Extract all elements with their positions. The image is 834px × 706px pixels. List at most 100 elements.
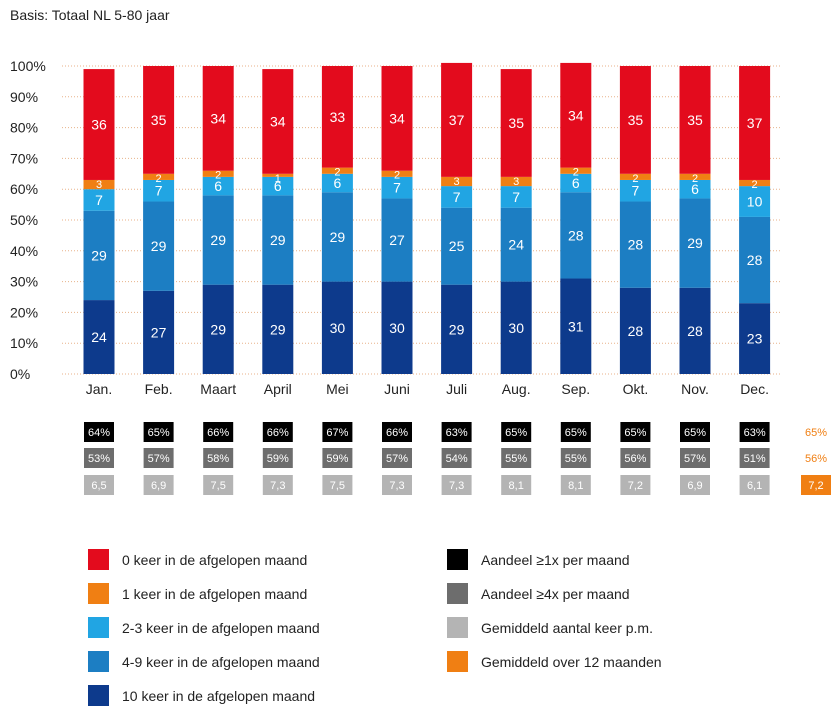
bar-segment — [321, 192, 353, 282]
bar-value-label: 28 — [747, 252, 763, 268]
summary-box — [262, 475, 293, 495]
bar-segment — [321, 281, 353, 374]
summary-value: 64% — [88, 427, 110, 439]
bar-value-label: 2 — [752, 179, 758, 191]
bar-segment — [500, 281, 532, 374]
summary-value: 65% — [624, 427, 646, 439]
summary-value: 67% — [326, 427, 348, 439]
summary-box — [322, 448, 353, 468]
bar-value-label: 6 — [572, 175, 580, 191]
summary-box — [501, 475, 532, 495]
bar-segment — [321, 66, 353, 168]
bar-segment — [560, 167, 592, 174]
summary-value: 7,5 — [330, 480, 345, 492]
bar-segment — [739, 179, 771, 187]
bar-segment — [739, 303, 771, 374]
bar-value-label: 34 — [389, 110, 405, 126]
bar-segment — [679, 66, 711, 174]
summary-box — [143, 475, 174, 495]
summary-value: 6,9 — [151, 480, 166, 492]
bar-value-label: 2 — [394, 170, 400, 182]
bar-segment — [679, 179, 711, 199]
bar-segment — [500, 69, 532, 177]
summary-box — [620, 475, 651, 495]
x-tick-label: Juli — [446, 381, 467, 397]
summary-value: 55% — [505, 453, 527, 465]
bar-value-label: 37 — [747, 115, 763, 131]
bar-value-label: 24 — [91, 329, 107, 345]
bar-value-label: 2 — [632, 173, 638, 185]
bar-segment — [321, 167, 353, 174]
bar-value-label: 1 — [275, 173, 281, 185]
summary-box — [143, 448, 174, 468]
summary-box — [739, 448, 770, 468]
bar-segment — [262, 176, 294, 196]
summary-box — [441, 448, 472, 468]
bar-value-label: 7 — [95, 192, 103, 208]
summary-value: 59% — [326, 453, 348, 465]
bar-segment — [560, 62, 592, 168]
bar-value-label: 33 — [330, 109, 346, 125]
average-value: 7,2 — [808, 480, 823, 492]
summary-value: 6,1 — [747, 480, 762, 492]
summary-box — [84, 448, 114, 468]
y-tick-label: 0% — [10, 366, 30, 382]
x-tick-label: April — [264, 381, 292, 397]
bar-value-label: 10 — [747, 194, 763, 210]
bar-value-label: 29 — [270, 321, 286, 337]
summary-box — [739, 422, 770, 442]
bar-segment — [202, 66, 234, 171]
summary-box — [262, 448, 293, 468]
summary-value: 51% — [744, 453, 766, 465]
summary-value: 63% — [446, 427, 468, 439]
summary-box — [441, 422, 472, 442]
bar-value-label: 29 — [151, 238, 167, 254]
summary-box — [84, 475, 114, 495]
bar-segment — [83, 69, 115, 180]
bar-segment — [619, 173, 651, 180]
bar-segment — [143, 290, 175, 374]
bar-segment — [143, 173, 175, 180]
summary-value: 57% — [148, 453, 170, 465]
bar-segment — [739, 216, 771, 304]
summary-value: 8,1 — [509, 480, 524, 492]
bar-value-label: 36 — [91, 117, 107, 133]
summary-box — [560, 422, 591, 442]
summary-value: 65% — [684, 427, 706, 439]
bar-value-label: 2 — [334, 167, 340, 179]
summary-value: 7,5 — [211, 480, 226, 492]
bar-segment — [619, 201, 651, 288]
bar-segment — [679, 173, 711, 180]
summary-box — [680, 448, 710, 468]
bar-segment — [381, 66, 413, 171]
bar-value-label: 35 — [687, 112, 703, 128]
bar-segment — [619, 66, 651, 174]
x-tick-label: Sep. — [561, 381, 590, 397]
bar-value-label: 2 — [156, 173, 162, 185]
bar-value-label: 6 — [214, 178, 222, 194]
summary-box — [203, 448, 234, 468]
bar-value-label: 29 — [687, 235, 703, 251]
y-tick-label: 70% — [10, 150, 38, 166]
bar-value-label: 7 — [393, 180, 401, 196]
summary-box — [560, 448, 591, 468]
y-tick-label: 100% — [10, 58, 46, 74]
summary-value: 8,1 — [568, 480, 583, 492]
x-tick-label: Dec. — [740, 381, 769, 397]
bar-segment — [619, 287, 651, 374]
bar-segment — [143, 179, 175, 202]
bar-segment — [560, 173, 592, 193]
bar-segment — [679, 287, 711, 374]
bar-segment — [560, 278, 592, 374]
bar-value-label: 6 — [274, 178, 282, 194]
summary-value: 65% — [565, 427, 587, 439]
bar-value-label: 29 — [270, 232, 286, 248]
average-box — [801, 475, 831, 495]
bar-value-label: 34 — [210, 110, 226, 126]
bar-value-label: 27 — [389, 232, 405, 248]
bar-value-label: 35 — [508, 115, 524, 131]
bar-segment — [500, 186, 532, 208]
bar-segment — [83, 189, 115, 211]
summary-box — [84, 422, 114, 442]
average-value: 65% — [805, 427, 827, 439]
